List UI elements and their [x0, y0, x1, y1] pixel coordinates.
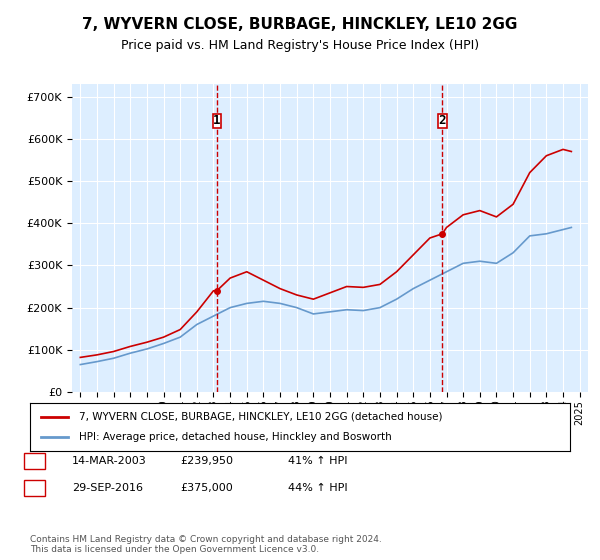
Text: 29-SEP-2016: 29-SEP-2016: [72, 483, 143, 493]
Text: 2: 2: [439, 114, 446, 128]
Text: 7, WYVERN CLOSE, BURBAGE, HINCKLEY, LE10 2GG (detached house): 7, WYVERN CLOSE, BURBAGE, HINCKLEY, LE10…: [79, 412, 442, 422]
Text: 1: 1: [213, 114, 221, 128]
Text: 41% ↑ HPI: 41% ↑ HPI: [288, 456, 347, 466]
Text: Contains HM Land Registry data © Crown copyright and database right 2024.
This d: Contains HM Land Registry data © Crown c…: [30, 535, 382, 554]
Text: 2: 2: [31, 483, 38, 493]
FancyBboxPatch shape: [438, 114, 446, 128]
Text: HPI: Average price, detached house, Hinckley and Bosworth: HPI: Average price, detached house, Hinc…: [79, 432, 391, 442]
Text: Price paid vs. HM Land Registry's House Price Index (HPI): Price paid vs. HM Land Registry's House …: [121, 39, 479, 52]
Text: 7, WYVERN CLOSE, BURBAGE, HINCKLEY, LE10 2GG: 7, WYVERN CLOSE, BURBAGE, HINCKLEY, LE10…: [82, 17, 518, 32]
FancyBboxPatch shape: [212, 114, 221, 128]
Text: £375,000: £375,000: [180, 483, 233, 493]
Text: £239,950: £239,950: [180, 456, 233, 466]
Text: 1: 1: [31, 456, 38, 466]
Text: 44% ↑ HPI: 44% ↑ HPI: [288, 483, 347, 493]
Text: 14-MAR-2003: 14-MAR-2003: [72, 456, 147, 466]
